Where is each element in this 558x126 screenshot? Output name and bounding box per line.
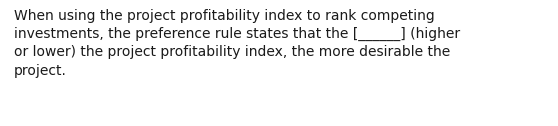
Text: When using the project profitability index to rank competing
investments, the pr: When using the project profitability ind… (14, 9, 460, 77)
